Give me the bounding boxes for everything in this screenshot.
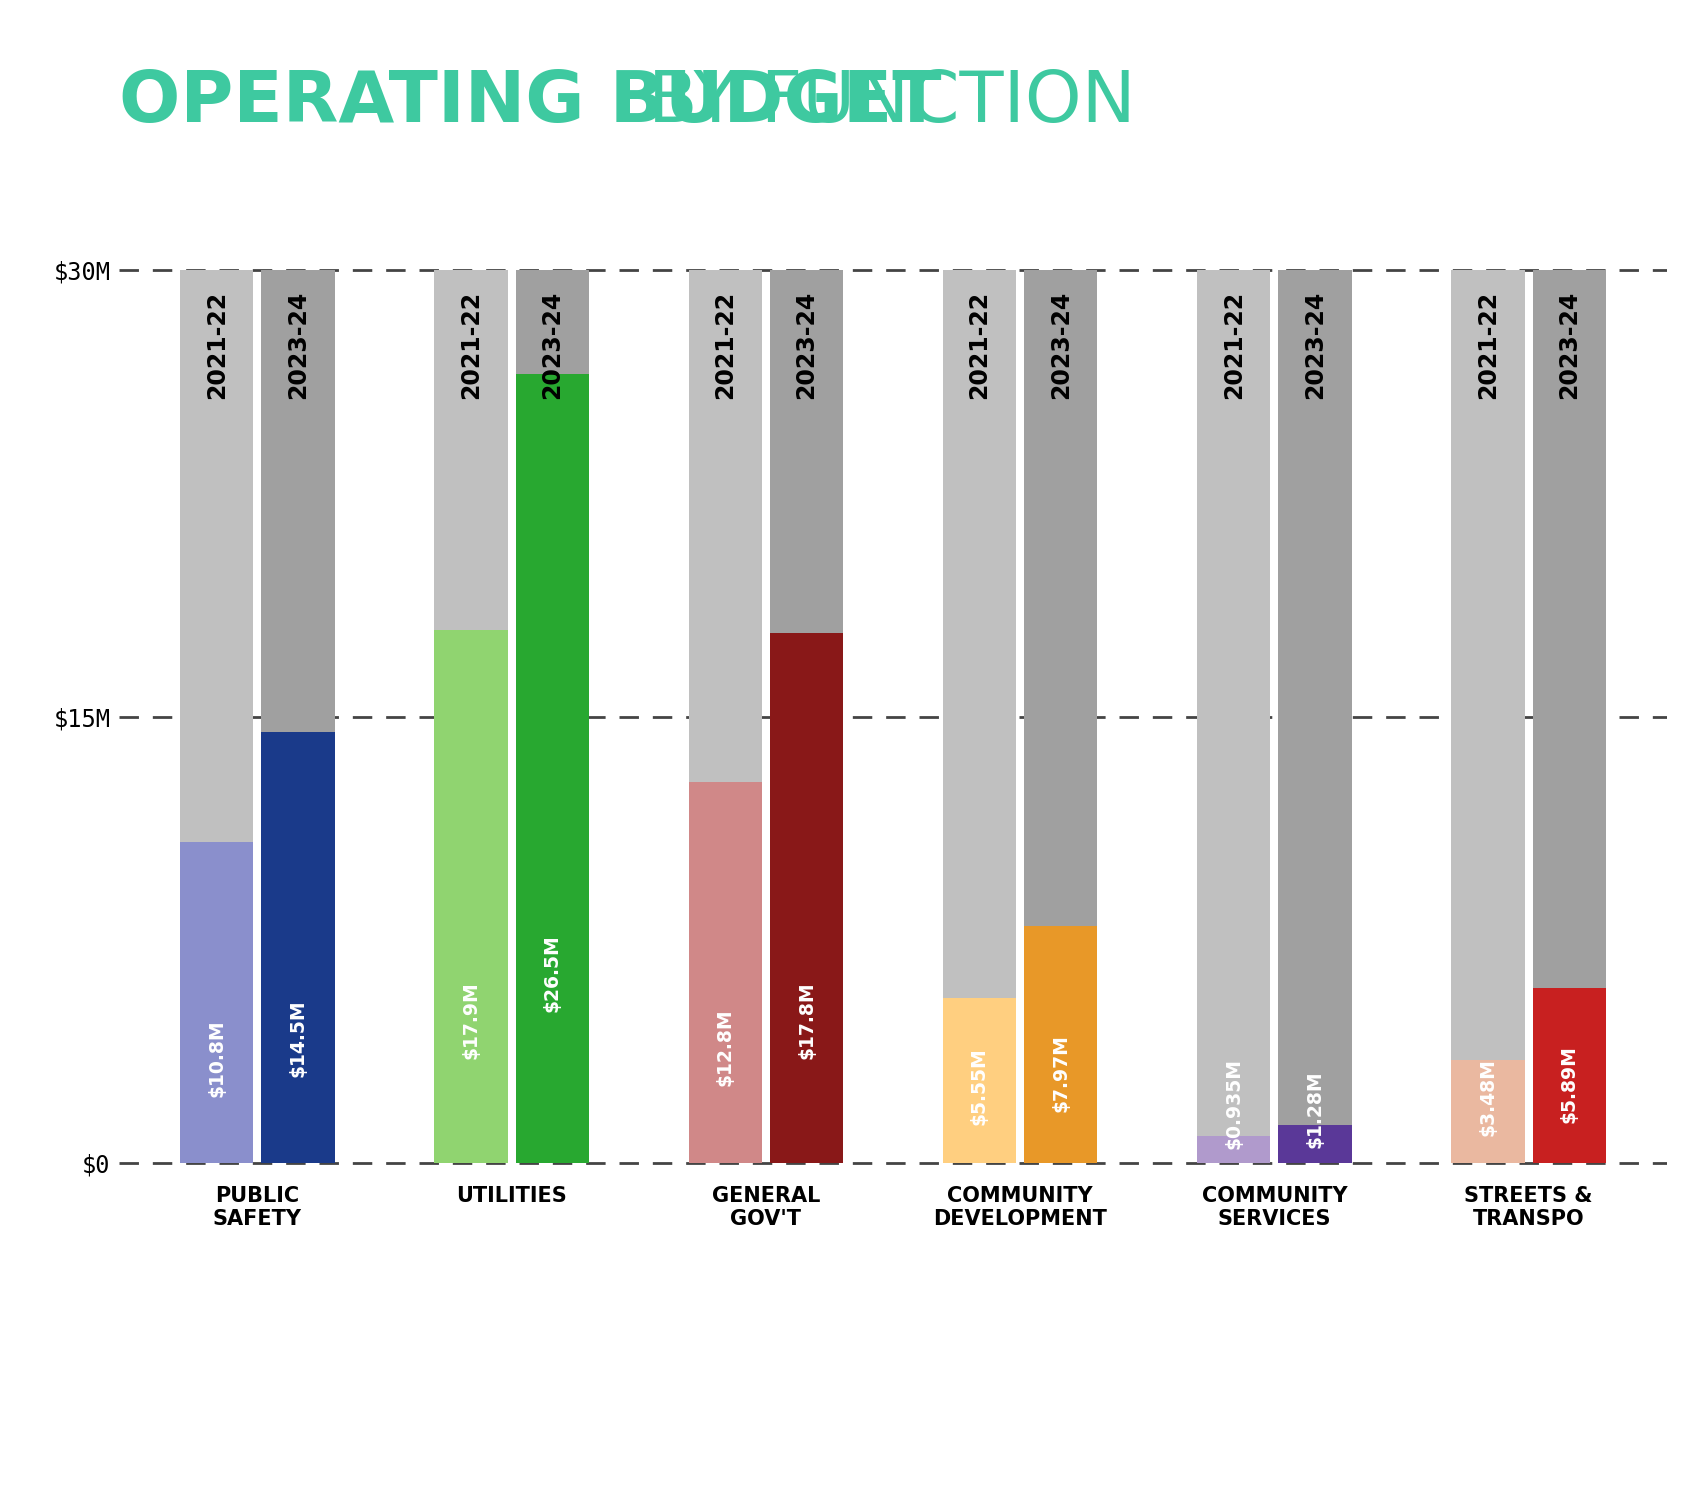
Bar <box>434 271 507 1163</box>
Bar <box>771 271 844 1163</box>
Text: $5.55M: $5.55M <box>970 1048 988 1124</box>
Bar <box>1279 271 1352 1163</box>
Bar <box>515 374 589 1163</box>
Text: $7.97M: $7.97M <box>1051 1034 1070 1112</box>
Text: $17.8M: $17.8M <box>798 981 816 1060</box>
Bar <box>689 782 762 1163</box>
Bar <box>1451 271 1524 1163</box>
Text: $5.89M: $5.89M <box>1560 1045 1579 1123</box>
Bar <box>1198 1136 1271 1163</box>
Bar <box>434 630 507 1163</box>
Bar <box>1024 271 1097 1163</box>
Text: 2021-22: 2021-22 <box>713 290 737 398</box>
Bar <box>1533 271 1606 1163</box>
Text: 2023-24: 2023-24 <box>1303 290 1327 400</box>
Text: 2023-24: 2023-24 <box>1050 290 1073 400</box>
Text: 2021-22: 2021-22 <box>1221 290 1245 398</box>
Text: $26.5M: $26.5M <box>543 935 561 1013</box>
Text: 2023-24: 2023-24 <box>1558 290 1582 400</box>
Bar <box>180 842 253 1163</box>
Text: $3.48M: $3.48M <box>1478 1058 1497 1136</box>
Text: $1.28M: $1.28M <box>1306 1070 1325 1148</box>
Text: 2021-22: 2021-22 <box>968 290 992 398</box>
Text: $17.9M: $17.9M <box>461 981 480 1058</box>
Text: 2023-24: 2023-24 <box>286 290 310 400</box>
Bar <box>942 271 1015 1163</box>
Bar <box>689 271 762 1163</box>
Bar <box>515 271 589 1163</box>
Text: $14.5M: $14.5M <box>289 999 308 1076</box>
Bar <box>1533 987 1606 1163</box>
Text: $10.8M: $10.8M <box>208 1019 226 1097</box>
Bar <box>942 998 1015 1163</box>
Bar <box>1451 1060 1524 1163</box>
Bar <box>1198 271 1271 1163</box>
Text: OPERATING BUDGET: OPERATING BUDGET <box>119 68 942 137</box>
Text: 2021-22: 2021-22 <box>459 290 483 398</box>
Text: 2023-24: 2023-24 <box>541 290 565 400</box>
Bar <box>1024 926 1097 1163</box>
Text: $0.935M: $0.935M <box>1225 1058 1243 1150</box>
Bar <box>262 732 335 1163</box>
Text: $12.8M: $12.8M <box>716 1009 735 1085</box>
Bar <box>771 633 844 1163</box>
Text: 2021-22: 2021-22 <box>204 290 228 398</box>
Bar <box>180 271 253 1163</box>
Bar <box>1279 1126 1352 1163</box>
Text: BY FUNCTION: BY FUNCTION <box>119 68 1136 137</box>
Bar <box>262 271 335 1163</box>
Text: 2021-22: 2021-22 <box>1476 290 1500 398</box>
Text: 2023-24: 2023-24 <box>794 290 818 400</box>
